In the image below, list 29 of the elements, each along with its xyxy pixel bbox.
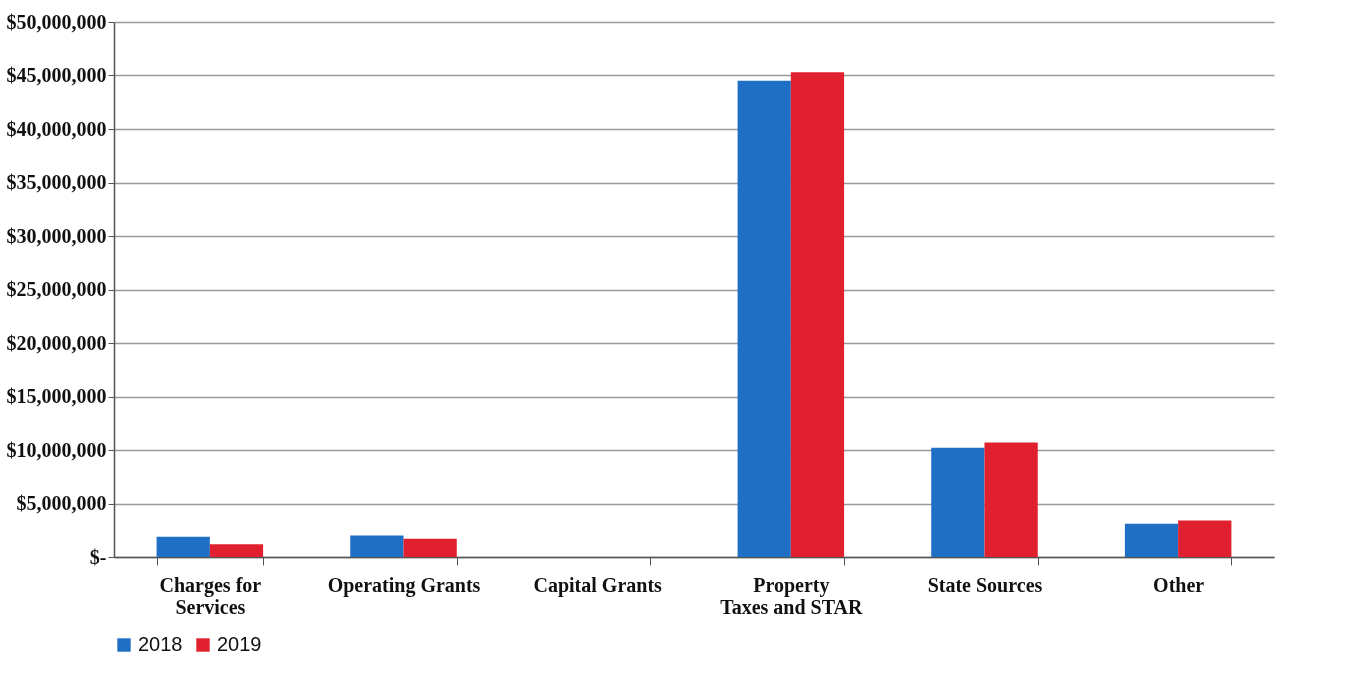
y-tick-label: $35,000,000	[6, 171, 107, 193]
y-tick-label: $30,000,000	[6, 224, 107, 247]
y-tick-label: $15,000,000	[6, 385, 107, 407]
y-tick-label: $-	[89, 545, 107, 568]
bar	[209, 544, 264, 557]
x-tick-label: Property Taxes and STAR	[720, 573, 864, 618]
y-tick-label: $25,000,000	[6, 278, 107, 300]
bar	[737, 80, 791, 557]
x-tick-label: Other	[1153, 573, 1205, 596]
y-tick-label: $20,000,000	[6, 331, 107, 354]
bar	[1178, 520, 1232, 557]
bar	[1124, 523, 1179, 557]
bar	[403, 538, 457, 557]
y-tick-label: $10,000,000	[6, 438, 107, 461]
y-tick-label: $40,000,000	[6, 117, 107, 140]
legend-label: 2018	[138, 633, 183, 655]
x-tick-label: Charges for Services	[159, 573, 262, 618]
bar	[931, 447, 985, 557]
legend-label: 2019	[217, 633, 262, 655]
y-tick-label: $45,000,000	[6, 64, 107, 86]
x-tick-label: State Sources	[927, 573, 1043, 596]
y-tick-label: $5,000,000	[16, 492, 107, 514]
x-tick-label: Operating Grants	[327, 573, 481, 597]
bar	[790, 72, 845, 557]
bar	[984, 442, 1038, 557]
bar	[350, 535, 404, 557]
bar	[156, 536, 210, 557]
x-tick-label: Capital Grants	[533, 573, 663, 597]
y-tick-label: $50,000,000	[6, 10, 107, 33]
